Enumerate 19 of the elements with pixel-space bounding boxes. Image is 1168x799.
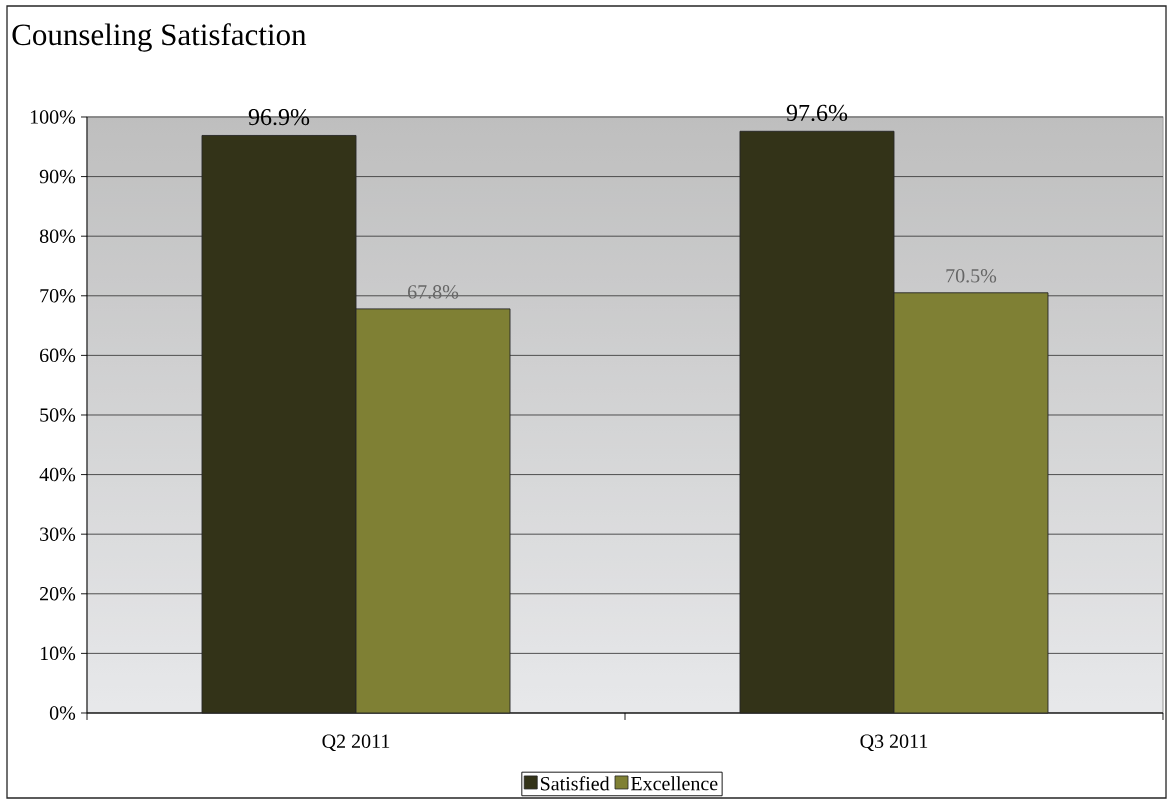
data-label: 97.6% xyxy=(786,104,848,122)
x-tick-label: Q3 2011 xyxy=(860,734,928,752)
y-tick-label: 80% xyxy=(39,229,76,243)
y-tick-label: 100% xyxy=(30,110,76,124)
legend-label: Excellence xyxy=(631,776,718,791)
x-tick-label: Q2 2011 xyxy=(322,734,390,752)
data-label: 96.9% xyxy=(248,108,310,126)
y-tick-label: 40% xyxy=(39,467,76,482)
y-tick-label: 50% xyxy=(40,408,76,422)
y-tick-label: 70% xyxy=(40,289,76,303)
y-tick-label: 10% xyxy=(40,646,76,661)
y-tick-label: 30% xyxy=(40,527,76,541)
data-label: 70.5% xyxy=(946,269,997,283)
y-tick-label: 0% xyxy=(49,706,76,720)
y-tick-label: 90% xyxy=(39,169,76,184)
y-tick-label: 20% xyxy=(40,587,76,601)
legend-label: Satisfied xyxy=(540,776,610,791)
y-tick-label: 60% xyxy=(40,348,76,363)
chart-title: Counseling Satisfaction xyxy=(12,23,307,52)
